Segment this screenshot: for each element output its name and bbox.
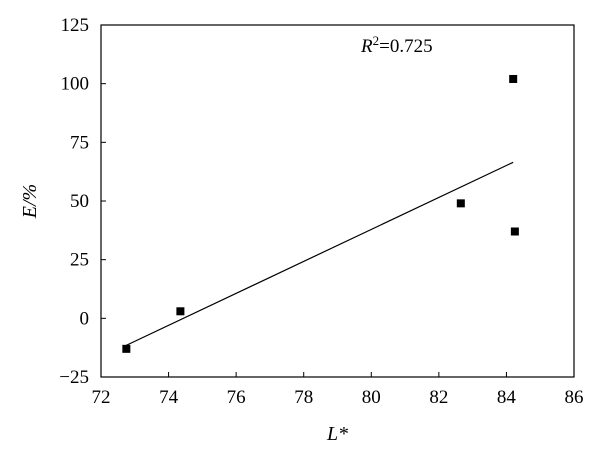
r-squared-base: R	[360, 36, 373, 57]
x-tick-label: 74	[159, 387, 179, 408]
y-tick-label: 0	[80, 308, 90, 329]
y-axis-ticks: −25 0 25 50 75 100 125	[59, 15, 106, 388]
r-squared-value: =0.725	[379, 36, 432, 57]
y-tick-label: 125	[61, 15, 90, 36]
fit-line-group	[126, 161, 514, 346]
x-axis-ticks: 72 74 76 78 80 82 84 86	[92, 372, 584, 408]
x-axis-title: L*	[326, 423, 348, 445]
x-tick-label: 86	[565, 387, 584, 408]
x-tick-label: 78	[294, 387, 313, 408]
x-tick-label: 80	[362, 387, 381, 408]
y-tick-label: 25	[70, 250, 89, 271]
x-tick-label: 84	[497, 387, 517, 408]
x-tick-label: 72	[92, 387, 111, 408]
data-point	[456, 199, 465, 208]
y-axis-title: E/%	[19, 184, 41, 219]
x-tick-label: 82	[429, 387, 448, 408]
y-tick-label: 75	[70, 132, 89, 153]
r-squared-annotation: R2=0.725	[360, 33, 433, 58]
y-tick-label: 100	[61, 74, 90, 95]
data-point	[510, 227, 519, 236]
r-squared-superscript: 2	[373, 33, 380, 48]
data-point	[509, 74, 518, 83]
x-tick-label: 76	[227, 387, 246, 408]
regression-line	[126, 161, 514, 346]
y-tick-label: −25	[59, 367, 89, 388]
data-point	[176, 307, 185, 316]
data-points	[122, 74, 519, 353]
y-tick-label: 50	[70, 191, 89, 212]
data-point	[122, 344, 131, 353]
